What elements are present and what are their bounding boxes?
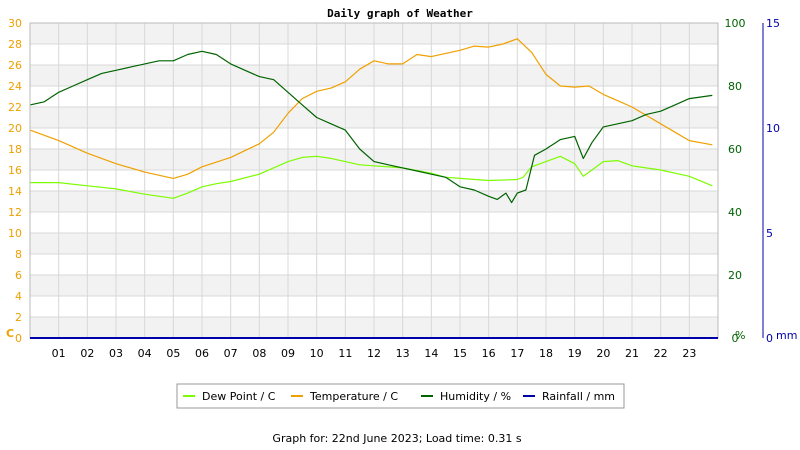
x-tick-label: 12	[367, 347, 381, 360]
legend-label-humidity: Humidity / %	[440, 390, 511, 403]
x-tick-label: 18	[539, 347, 553, 360]
left-tick-label: 14	[8, 185, 22, 198]
x-tick-label: 01	[52, 347, 66, 360]
humidity-tick-label: 40	[728, 206, 742, 219]
left-tick-label: 26	[8, 59, 22, 72]
x-tick-label: 03	[109, 347, 123, 360]
humidity-series-line	[29, 50, 713, 204]
rainfall-axis-ticks: 0 5 10 15	[766, 17, 780, 345]
x-tick-label: 09	[281, 347, 295, 360]
x-axis-ticks: 01 02 03 04 05 06 07 08 09 10 11 12 13 14 15 16 17 18 19 20…	[52, 347, 697, 360]
humidity-tick-label: 80	[728, 80, 742, 93]
left-tick-label: 28	[8, 38, 22, 51]
x-tick-label: 04	[138, 347, 152, 360]
x-tick-label: 23	[682, 347, 696, 360]
left-tick-label: 10	[8, 227, 22, 240]
humidity-tick-label: 0	[732, 332, 739, 345]
humidity-tick-label: 100	[725, 17, 746, 30]
x-tick-label: 11	[338, 347, 352, 360]
x-tick-label: 06	[195, 347, 209, 360]
left-tick-label: 18	[8, 143, 22, 156]
legend-label-temperature: Temperature / C	[309, 390, 398, 403]
rainfall-tick-label: 15	[766, 17, 780, 30]
legend-box	[176, 383, 625, 409]
series-layer	[29, 22, 719, 339]
x-tick-label: 13	[396, 347, 410, 360]
rainfall-tick-label: 0	[766, 332, 773, 345]
humidity-tick-label: 60	[728, 143, 742, 156]
legend: Dew Point / C Temperature / C Humidity / %…	[176, 383, 625, 409]
x-tick-label: 22	[654, 347, 668, 360]
x-tick-label: 05	[166, 347, 180, 360]
left-tick-label: 12	[8, 206, 22, 219]
x-tick-label: 08	[252, 347, 266, 360]
humidity-tick-label: 20	[728, 269, 742, 282]
x-tick-label: 16	[482, 347, 496, 360]
rainfall-axis-unit: mm	[776, 329, 797, 342]
left-tick-label: 30	[8, 17, 22, 30]
x-tick-label: 21	[625, 347, 639, 360]
left-tick-label: 16	[8, 164, 22, 177]
left-tick-label: 24	[8, 80, 22, 93]
x-tick-label: 02	[80, 347, 94, 360]
temperature-series-line	[29, 38, 713, 179]
x-tick-label: 10	[310, 347, 324, 360]
rainfall-tick-label: 10	[766, 122, 780, 135]
humidity-axis-ticks: 0 20 40 60 80 100	[725, 17, 746, 345]
left-tick-label: 2	[15, 311, 22, 324]
left-tick-label: 4	[15, 290, 22, 303]
left-tick-label: 22	[8, 101, 22, 114]
x-tick-label: 14	[424, 347, 438, 360]
x-tick-label: 19	[568, 347, 582, 360]
humidity-axis-unit: %	[735, 329, 745, 342]
x-tick-label: 20	[596, 347, 610, 360]
chart-title: Daily graph of Weather	[327, 7, 473, 20]
left-axis-unit: C	[6, 327, 14, 340]
legend-label-dew-point: Dew Point / C	[202, 390, 276, 403]
legend-label-rainfall: Rainfall / mm	[542, 390, 615, 403]
legend-items: Dew Point / C Temperature / C Humidity / %…	[183, 390, 615, 403]
x-tick-label: 07	[224, 347, 238, 360]
x-tick-label: 17	[510, 347, 524, 360]
left-tick-label: 6	[15, 269, 22, 282]
footer-text: Graph for: 22nd June 2023; Load time: 0.…	[272, 432, 521, 445]
left-tick-label: 0	[15, 332, 22, 345]
rainfall-tick-label: 5	[766, 227, 773, 240]
left-tick-label: 8	[15, 248, 22, 261]
x-tick-label: 15	[453, 347, 467, 360]
left-tick-label: 20	[8, 122, 22, 135]
